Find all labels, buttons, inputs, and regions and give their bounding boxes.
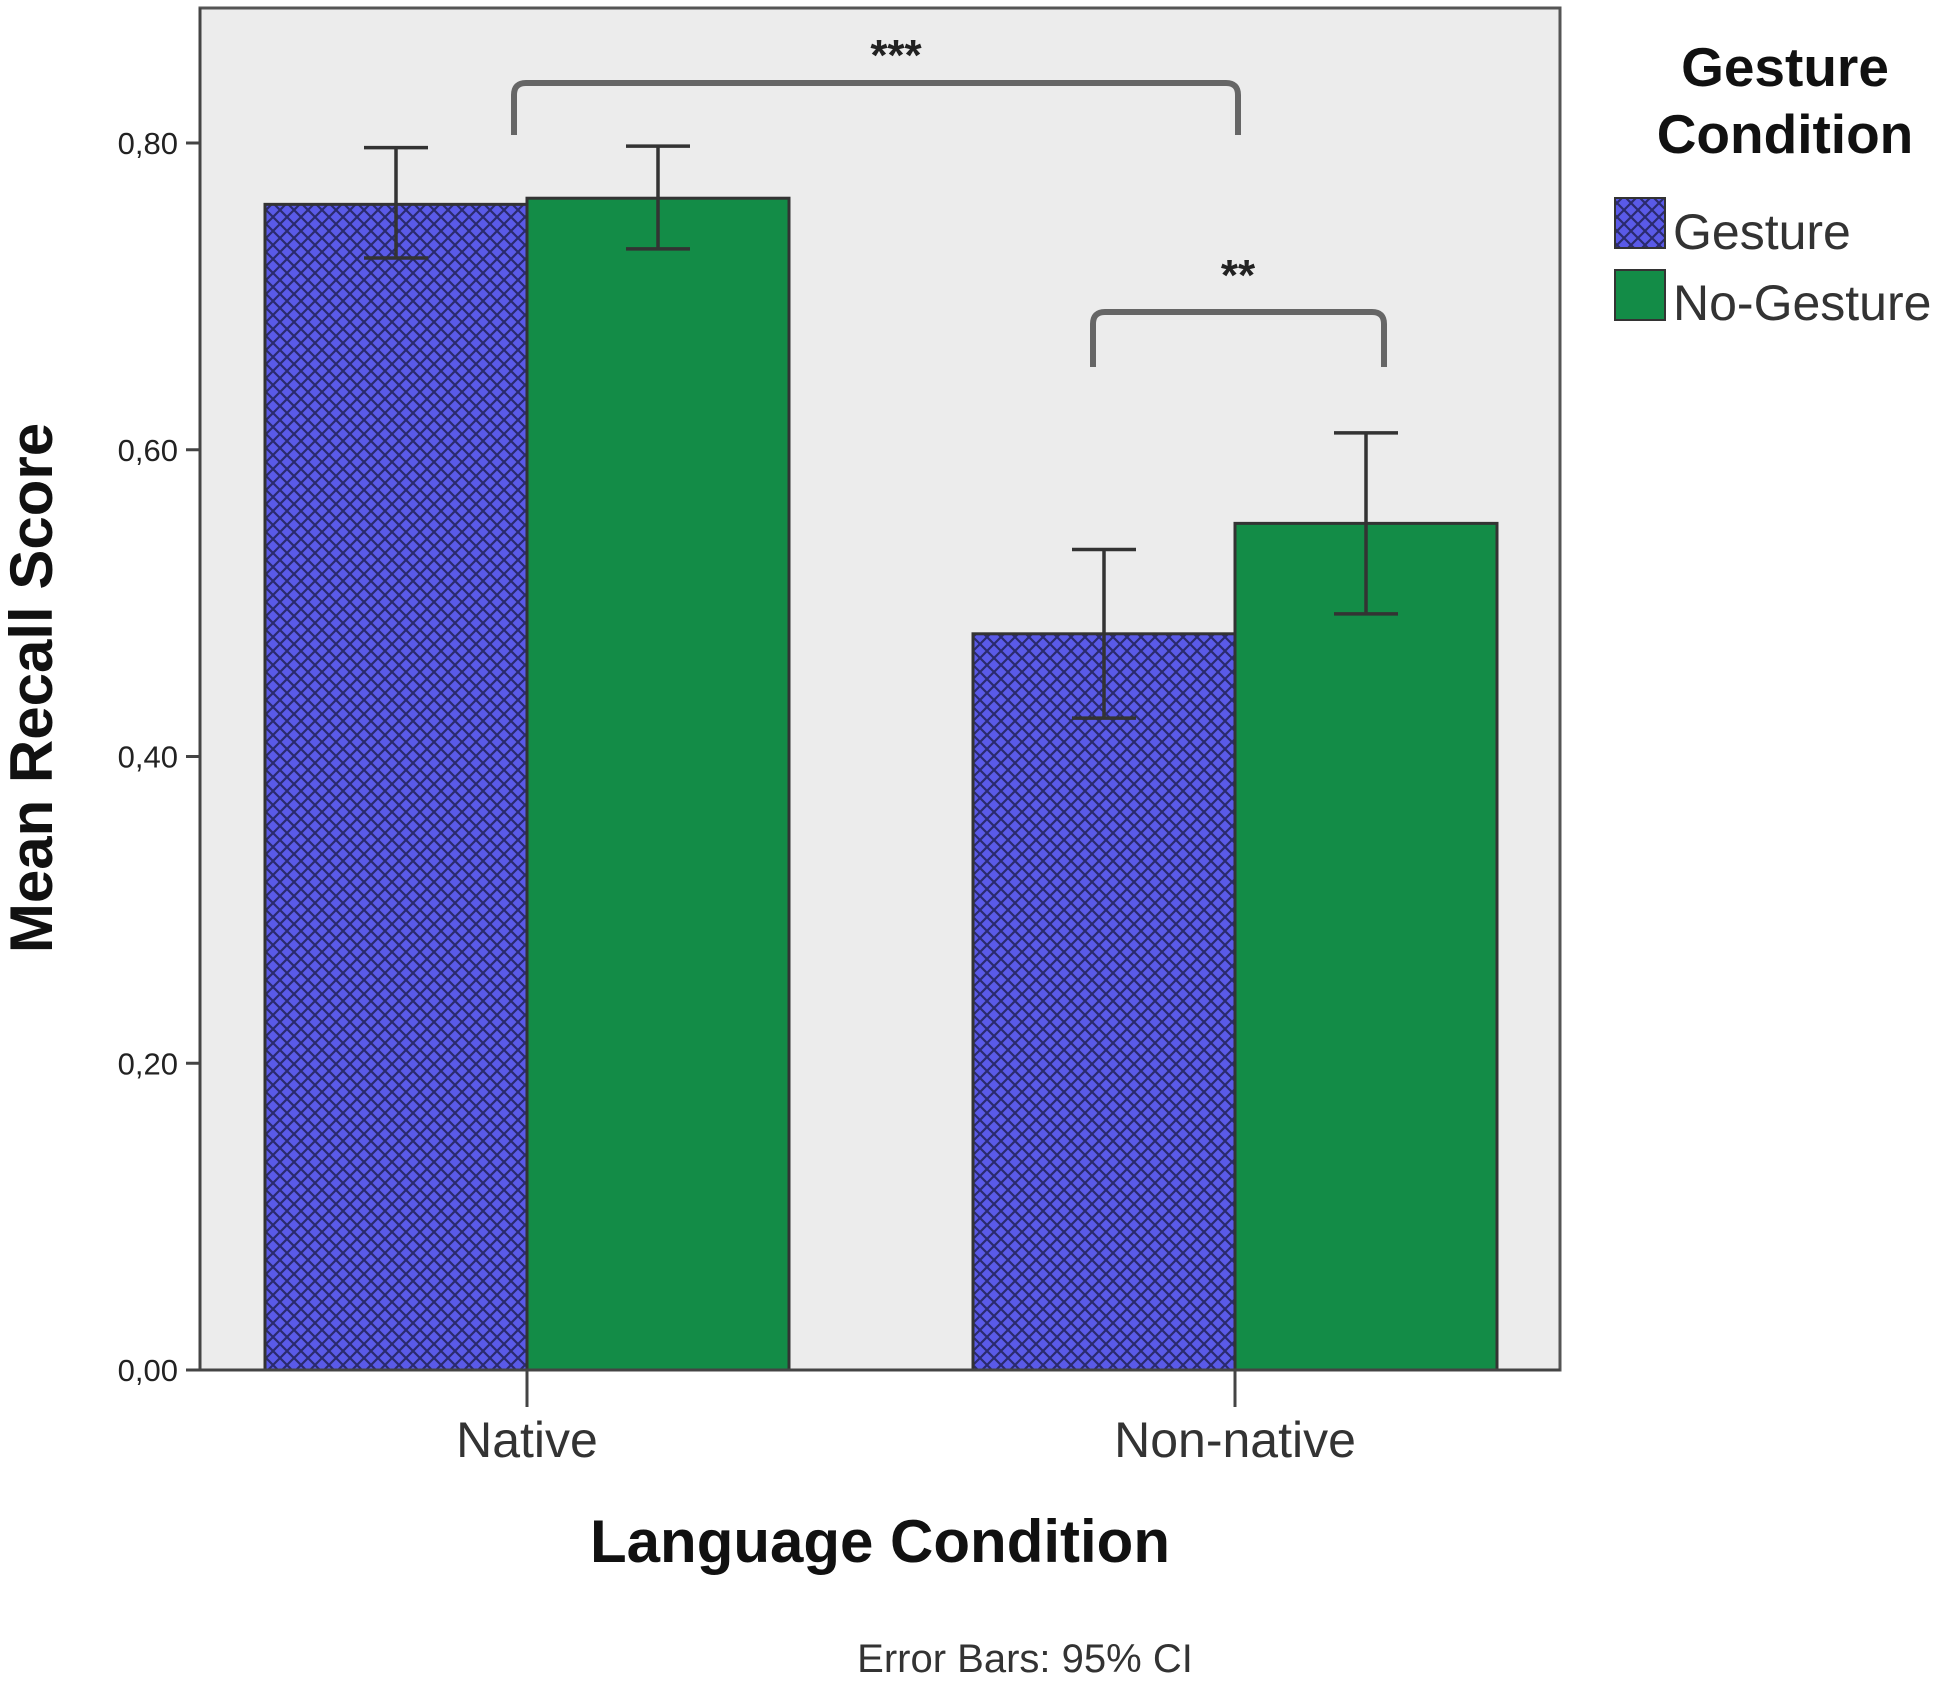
error-bar-native-no-gesture [626,144,690,251]
legend-label-no-gesture: No-Gesture [1673,275,1931,331]
legend-swatch-no-gesture [1614,269,1666,321]
significance-bracket-native-vs-nonnative [511,80,1241,135]
error-bars-note: Error Bars: 95% CI [857,1637,1193,1681]
significance-brackets: *** ** [511,31,1387,367]
significance-label-gesture-vs-nogesture: ** [1221,251,1256,300]
error-bars-group [364,144,1398,720]
x-tick-label-non-native: Non-native [1114,1412,1356,1468]
bar-non-native-no-gesture [1233,521,1499,1372]
y-tick-label: 0,20 [118,1046,178,1081]
error-bar-native-gesture [364,145,428,260]
bar-non-native-gesture [971,632,1237,1372]
y-tick-label: 0,80 [118,126,178,161]
x-axis-title: Language Condition [590,1508,1170,1575]
axes-group: 0,00 0,20 0,40 0,60 0,80 Native Non-native [118,8,1560,1468]
y-tick-label: 0,00 [118,1353,178,1388]
y-tick-label: 0,60 [118,433,178,468]
x-tick-label-native: Native [456,1412,598,1468]
legend: Gesture Condition Gesture No-Gesture [1614,36,1931,331]
bar-native-no-gesture [525,196,791,1372]
bar-native-gesture [263,202,529,1372]
error-bar-non-native-no-gesture [1334,431,1398,616]
legend-title-line-1: Gesture [1681,36,1889,98]
legend-label-gesture: Gesture [1673,204,1851,260]
y-tick-label: 0,40 [118,740,178,775]
significance-bracket-gesture-vs-nogesture [1090,309,1387,367]
y-axis-title: Mean Recall Score [0,423,65,953]
legend-swatch-gesture [1614,197,1666,249]
legend-title-line-2: Condition [1657,103,1914,165]
error-bar-non-native-gesture [1072,547,1136,720]
bars-group [263,196,1499,1372]
significance-label-native-vs-nonnative: *** [870,31,922,80]
